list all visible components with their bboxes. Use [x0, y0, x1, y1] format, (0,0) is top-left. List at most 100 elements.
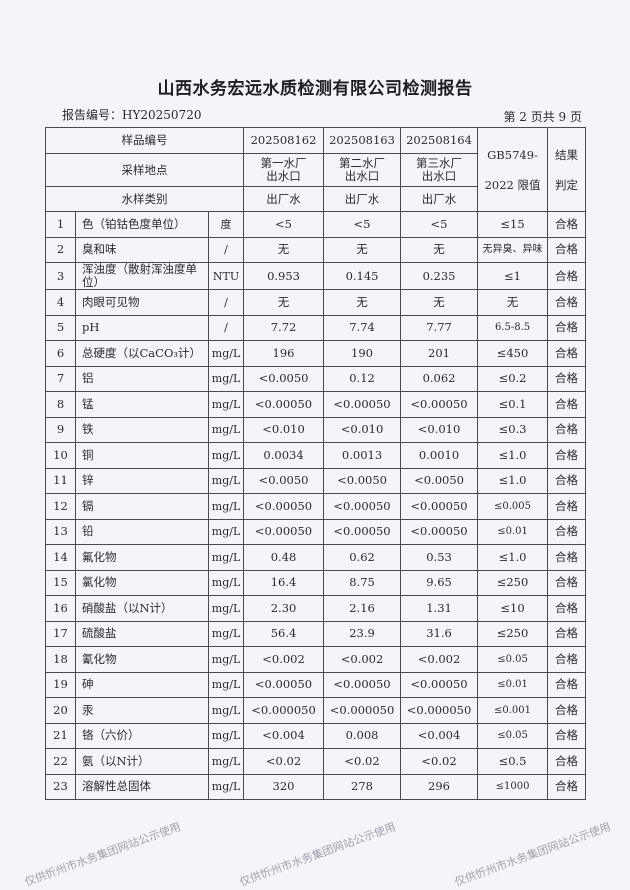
item-name: 肉眼可见物	[75, 289, 209, 316]
item-name: 氨（以N计）	[75, 748, 209, 775]
result-value: 合格	[547, 671, 587, 698]
table-row: 9 铁 mg/L <0.010 <0.010 <0.010 ≤0.3 合格	[45, 416, 587, 443]
unit: mg/L	[207, 518, 245, 545]
sample-value: <0.000050	[323, 697, 402, 724]
report-title: 山西水务宏远水质检测有限公司检测报告	[157, 79, 473, 99]
item-name: 铜	[75, 442, 209, 469]
row-number: 3	[45, 262, 76, 290]
row-number: 1	[45, 211, 76, 238]
sample-value: 无	[243, 236, 325, 263]
sample-value: 0.62	[323, 544, 402, 571]
result-value: 合格	[547, 569, 587, 596]
limit-value: ≤1	[477, 262, 549, 290]
sample-value: 0.0034	[243, 442, 325, 469]
header-row-location: 采样地点 第一水厂出水口 第二水厂出水口 第三水厂出水口	[44, 153, 586, 187]
result-value: 合格	[547, 262, 587, 290]
header-row-type: 水样类别 出厂水 出厂水 出厂水	[44, 186, 586, 212]
row-number: 8	[45, 391, 76, 418]
limit-value: ≤1000	[477, 773, 549, 800]
table-row: 16 硝酸盐（以N计） mg/L 2.30 2.16 1.31 ≤10 合格	[45, 595, 587, 622]
sample-value: 278	[323, 773, 402, 800]
table-row: 15 氯化物 mg/L 16.4 8.75 9.65 ≤250 合格	[45, 569, 587, 596]
item-name: 砷	[75, 671, 209, 698]
unit: mg/L	[207, 722, 245, 749]
unit: /	[207, 289, 245, 316]
result-header: 结果判定	[547, 127, 587, 212]
sample-value: 7.77	[400, 314, 479, 341]
unit: mg/L	[207, 697, 245, 724]
watermark-text: 仅供忻州市水务集团网站公示使用	[452, 820, 613, 889]
result-value: 合格	[547, 340, 587, 367]
item-name: 硝酸盐（以N计）	[75, 595, 209, 622]
limit-value: ≤250	[477, 569, 549, 596]
unit: mg/L	[207, 595, 245, 622]
sample-value: <5	[400, 211, 479, 238]
water-type: 出厂水	[243, 186, 325, 212]
report-number: 报告编号：HY20250720	[62, 108, 202, 122]
result-value: 合格	[547, 289, 587, 316]
row-number: 4	[45, 289, 76, 316]
table-row: 12 镉 mg/L <0.00050 <0.00050 <0.00050 ≤0.005 合格	[45, 493, 587, 520]
sample-value: <0.00050	[323, 671, 402, 698]
sample-value: 0.062	[400, 365, 479, 392]
limit-value: ≤0.05	[477, 722, 549, 749]
sample-value: 无	[323, 289, 402, 316]
row-number: 11	[45, 467, 76, 494]
table-row: 1 色（铂钴色度单位）度 <5 <5 <5 ≤15 合格	[45, 211, 587, 238]
row-number: 7	[45, 365, 76, 392]
sample-value: <0.010	[243, 416, 325, 443]
sample-value: 0.953	[243, 262, 325, 290]
table-row: 2 臭和味 / 无无无无异臭、异味 合格	[45, 236, 587, 263]
watermark-text: 仅供忻州市水务集团网站公示使用	[22, 820, 183, 889]
unit: mg/L	[207, 569, 245, 596]
row-number: 13	[45, 518, 76, 545]
sample-value: 8.75	[323, 569, 402, 596]
sample-value: <0.004	[243, 722, 325, 749]
sample-no: 202508162	[243, 127, 325, 154]
result-value: 合格	[547, 365, 587, 392]
row-number: 10	[45, 442, 76, 469]
unit: mg/L	[207, 365, 245, 392]
sample-value: 31.6	[400, 620, 479, 647]
row-number: 5	[45, 314, 76, 341]
limit-value: 无异臭、异味	[477, 236, 549, 263]
sample-value: 0.235	[400, 262, 479, 290]
water-type: 出厂水	[323, 186, 402, 212]
unit: mg/L	[207, 391, 245, 418]
sample-value: 0.53	[400, 544, 479, 571]
table-row: 18 氰化物 mg/L <0.002 <0.002 <0.002 ≤0.05 合格	[45, 646, 587, 673]
item-name: 汞	[75, 697, 209, 724]
unit: mg/L	[207, 773, 245, 800]
item-name: 氟化物	[75, 544, 209, 571]
row-number: 9	[45, 416, 76, 443]
unit: mg/L	[207, 442, 245, 469]
limit-value: ≤0.01	[477, 518, 549, 545]
table-row: 8 锰 mg/L <0.00050 <0.00050 <0.00050 ≤0.1 合格	[45, 391, 587, 418]
limit-value: ≤15	[477, 211, 549, 238]
limit-header: GB5749-2022 限值	[477, 127, 549, 212]
result-value: 合格	[547, 697, 587, 724]
limit-value: ≤1.0	[477, 544, 549, 571]
sample-value: 190	[323, 340, 402, 367]
sample-value: 无	[400, 289, 479, 316]
unit: mg/L	[207, 416, 245, 443]
table-row: 3 浑浊度（散射浑浊度单位） NTU 0.953 0.145 0.235 ≤1 合格	[45, 262, 587, 290]
result-value: 合格	[547, 416, 587, 443]
limit-value: 无	[477, 289, 549, 316]
row-number: 16	[45, 595, 76, 622]
item-name: 铬（六价）	[75, 722, 209, 749]
sample-value: <0.00050	[400, 518, 479, 545]
sample-value: <0.00050	[323, 391, 402, 418]
limit-value: 6.5-8.5	[477, 314, 549, 341]
item-name: 铁	[75, 416, 209, 443]
sample-value: <0.004	[400, 722, 479, 749]
location: 第二水厂出水口	[323, 153, 402, 187]
limit-value: ≤0.005	[477, 493, 549, 520]
sample-value: 9.65	[400, 569, 479, 596]
item-name: 氯化物	[75, 569, 209, 596]
sample-value: 201	[400, 340, 479, 367]
sample-value: 7.72	[243, 314, 325, 341]
sample-value: <0.00050	[323, 493, 402, 520]
location: 第三水厂出水口	[400, 153, 479, 187]
sample-value: 0.48	[243, 544, 325, 571]
